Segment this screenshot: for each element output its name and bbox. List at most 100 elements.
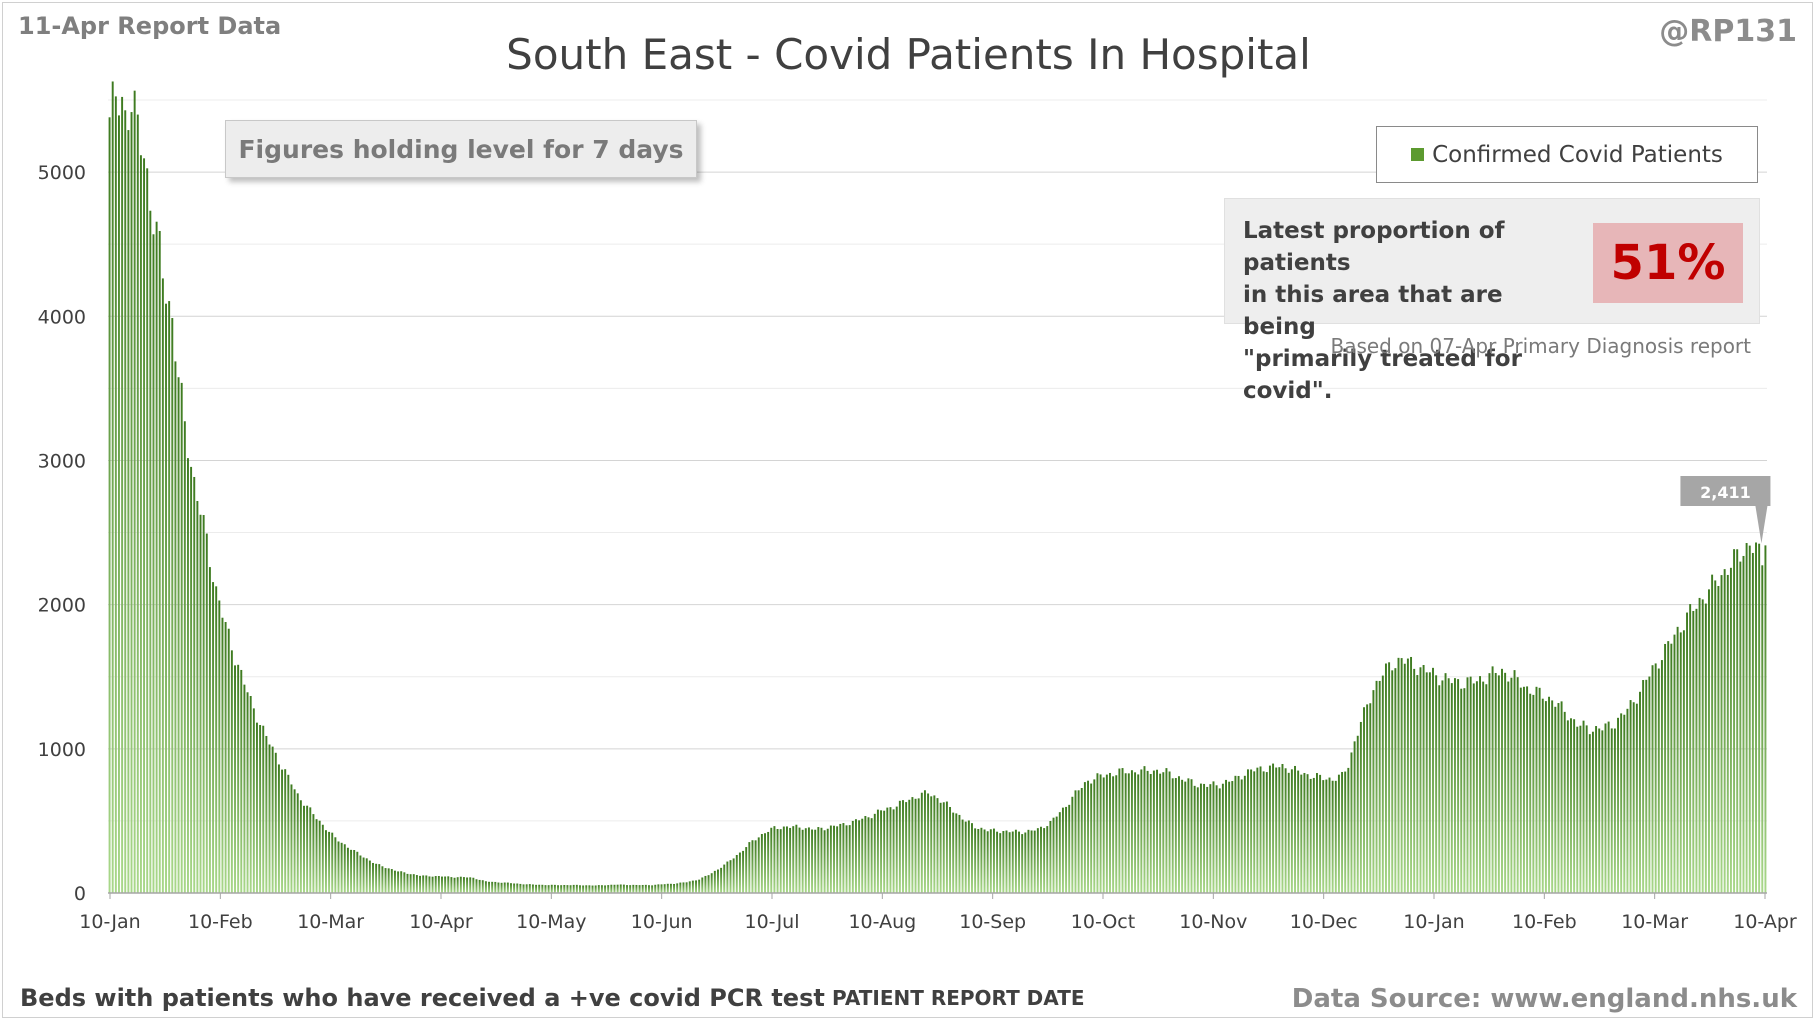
- bar: [1425, 672, 1428, 893]
- bar: [1726, 574, 1729, 893]
- bar: [597, 885, 600, 893]
- bar: [854, 819, 857, 893]
- bar: [303, 805, 305, 893]
- bar: [481, 880, 484, 893]
- bar: [1109, 772, 1111, 893]
- bar: [1005, 830, 1008, 893]
- bar: [1438, 685, 1441, 893]
- bar: [657, 884, 660, 893]
- bar: [108, 117, 111, 894]
- bar: [1287, 772, 1290, 893]
- proportion-description: Latest proportion of patients in this ar…: [1243, 215, 1573, 407]
- bar: [1256, 767, 1259, 893]
- bar: [826, 828, 829, 893]
- bar: [130, 112, 133, 894]
- bar: [745, 847, 748, 893]
- bar: [923, 790, 926, 893]
- bar: [1701, 599, 1704, 893]
- bar: [1450, 683, 1453, 893]
- bar: [644, 884, 647, 893]
- bar: [566, 885, 569, 893]
- bar: [168, 301, 171, 894]
- bar: [553, 884, 556, 893]
- bar: [1372, 690, 1375, 893]
- bar: [1146, 770, 1149, 893]
- bar: [1513, 670, 1516, 893]
- bar: [873, 813, 876, 893]
- bar: [1670, 643, 1673, 893]
- bar: [1105, 774, 1108, 893]
- bar: [1698, 597, 1701, 893]
- bar: [1152, 770, 1155, 893]
- bar: [1739, 561, 1742, 893]
- bar: [1610, 728, 1613, 893]
- bar: [673, 883, 676, 893]
- bar: [1676, 626, 1679, 893]
- bar: [1137, 774, 1140, 893]
- bar: [1620, 713, 1623, 893]
- bar: [1441, 680, 1444, 893]
- bar: [318, 820, 321, 893]
- bar: [864, 816, 867, 893]
- bar: [1654, 663, 1657, 893]
- bar: [328, 831, 331, 893]
- bar: [503, 882, 506, 893]
- bar: [406, 873, 409, 893]
- bar: [927, 793, 930, 893]
- bar: [1203, 783, 1206, 893]
- bar: [1247, 769, 1249, 893]
- bar: [390, 869, 393, 893]
- x-tick-label: 10-Jan: [1403, 911, 1464, 933]
- bar: [817, 827, 820, 893]
- bar: [1215, 785, 1218, 893]
- bar: [1046, 826, 1049, 893]
- bar: [1557, 703, 1560, 893]
- bar: [1087, 780, 1089, 893]
- bar: [378, 864, 381, 893]
- bar: [1350, 752, 1353, 893]
- bar: [484, 881, 487, 893]
- bar: [1115, 775, 1118, 893]
- bar: [1529, 693, 1532, 893]
- bar: [149, 210, 152, 894]
- bar: [400, 871, 403, 893]
- bar: [1497, 675, 1500, 893]
- bar: [190, 466, 193, 893]
- bar: [187, 458, 189, 893]
- bar: [660, 884, 663, 893]
- status-banner: Figures holding level for 7 days: [225, 120, 697, 178]
- bar: [1617, 717, 1619, 893]
- bar: [974, 828, 977, 893]
- bar: [616, 884, 619, 893]
- footer-description: Beds with patients who have received a +…: [20, 984, 825, 1012]
- bar: [412, 874, 415, 893]
- bar: [1469, 676, 1472, 893]
- x-tick-label: 10-Mar: [297, 911, 364, 933]
- bar: [1008, 832, 1011, 893]
- bar: [1435, 675, 1438, 893]
- bar: [1413, 668, 1416, 893]
- bar: [717, 869, 719, 893]
- bar: [1560, 701, 1563, 893]
- bar: [949, 807, 952, 893]
- bar: [1695, 608, 1698, 893]
- bar: [208, 567, 211, 893]
- bar: [441, 876, 443, 893]
- bar: [1516, 677, 1519, 893]
- bar: [183, 421, 186, 893]
- bar: [124, 110, 127, 894]
- bar: [575, 884, 578, 893]
- bar: [1193, 785, 1196, 893]
- bar: [1394, 668, 1397, 893]
- bar: [1281, 763, 1284, 893]
- bar: [908, 799, 911, 893]
- bar: [651, 885, 654, 893]
- bar: [1231, 781, 1234, 893]
- bar: [983, 829, 986, 893]
- bar: [152, 234, 155, 893]
- bar: [1250, 769, 1253, 893]
- bar: [1187, 778, 1190, 893]
- bar: [600, 885, 603, 893]
- bar: [748, 842, 751, 893]
